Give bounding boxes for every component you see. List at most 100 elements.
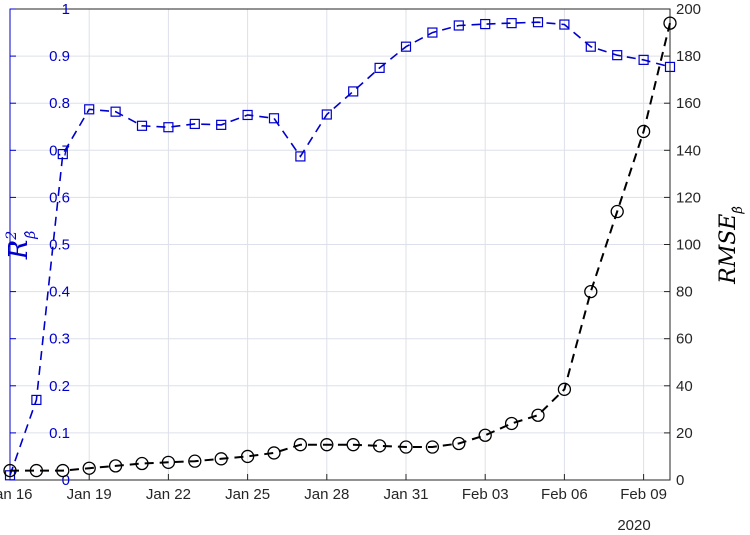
left-tick-label: 0.2 xyxy=(49,378,70,395)
rmse-point xyxy=(636,124,651,139)
r2-point xyxy=(374,62,385,73)
rmse-point xyxy=(108,459,123,473)
right-tick-label: 80 xyxy=(676,284,693,301)
rmse-point xyxy=(610,204,624,219)
x-tick-label: Jan 19 xyxy=(67,486,112,503)
right-y-axis: 0 20 40 60 80 100 120 140 160 180 200 xyxy=(664,1,701,489)
series-layer xyxy=(3,16,677,481)
left-tick-label: 0.4 xyxy=(49,284,70,301)
r2-point xyxy=(348,86,359,97)
left-tick-label: 0.8 xyxy=(49,95,70,112)
rmse-point xyxy=(320,438,334,452)
rmse-point xyxy=(478,428,492,442)
rmse-point xyxy=(135,456,149,471)
rmse-point xyxy=(372,439,387,453)
left-axis-label-superscript: 2 xyxy=(4,231,20,241)
left-axis-label-main: R xyxy=(4,240,34,261)
left-tick-label: 0 xyxy=(62,472,70,489)
left-tick-label: 0.1 xyxy=(49,425,70,442)
left-axis-label: R2 β̂ xyxy=(4,231,39,261)
svg-text:R2β̂: R2 β̂ xyxy=(4,231,39,261)
r2-point xyxy=(453,20,464,31)
svg-text:RMSEβ̂: RMSEβ̂ xyxy=(716,206,746,285)
right-tick-label: 0 xyxy=(676,472,684,489)
rmse-point xyxy=(346,438,360,452)
r2-point xyxy=(57,148,68,160)
rmse-point xyxy=(161,455,176,469)
rmse-point xyxy=(188,454,202,468)
rmse-point xyxy=(584,284,598,299)
x-tick-label: Jan 31 xyxy=(383,486,428,503)
right-tick-label: 100 xyxy=(676,237,701,254)
rmse-point xyxy=(531,408,545,422)
x-axis-secondary-label: 2020 xyxy=(617,517,650,534)
x-tick-label: Jan 28 xyxy=(304,486,349,503)
rmse-point xyxy=(29,463,44,478)
r2-point xyxy=(585,41,596,52)
rmse-point xyxy=(504,416,519,431)
left-tick-label: 0.3 xyxy=(49,331,70,348)
left-tick-label: 1 xyxy=(62,1,70,18)
rmse-point xyxy=(56,463,70,478)
x-tick-label: Jan 25 xyxy=(225,486,270,503)
right-tick-label: 60 xyxy=(676,331,693,348)
rmse-point xyxy=(267,446,281,460)
r2-point xyxy=(268,113,280,124)
x-tick-label: Jan 16 xyxy=(0,486,33,503)
left-y-axis: 0 0.1 0.2 0.3 0.4 0.5 0.6 0.7 0.8 0.9 1 xyxy=(9,1,70,489)
r2-point xyxy=(612,50,623,61)
r2-point xyxy=(664,61,676,73)
right-tick-label: 200 xyxy=(676,1,701,18)
left-tick-label: 0.5 xyxy=(49,237,70,254)
right-tick-label: 160 xyxy=(676,95,701,112)
left-tick-label: 0.7 xyxy=(49,142,70,159)
left-axis-label-subscript: β̂ xyxy=(23,231,39,240)
rmse-point xyxy=(240,449,255,464)
r2-point xyxy=(84,104,95,115)
rmse-point xyxy=(293,438,308,452)
left-tick-label: 0.9 xyxy=(49,48,70,65)
left-tick-label: 0.6 xyxy=(49,189,70,206)
r2-point xyxy=(532,17,544,28)
rmse-point xyxy=(425,440,440,454)
right-axis-label-subscript: β̂ xyxy=(731,206,746,215)
rmse-point xyxy=(452,436,466,451)
rmse-point xyxy=(3,463,17,478)
grid-lines xyxy=(9,8,670,481)
right-tick-label: 120 xyxy=(676,189,701,206)
r2-point xyxy=(638,54,649,65)
right-tick-label: 20 xyxy=(676,425,693,442)
r2-point xyxy=(506,18,517,29)
r2-point xyxy=(31,394,42,406)
r2-point xyxy=(427,27,438,38)
r2-point xyxy=(216,119,227,130)
rmse-point xyxy=(663,16,677,30)
r2-point xyxy=(480,18,491,30)
r2-point xyxy=(110,106,121,117)
x-tick-label: Feb 03 xyxy=(462,486,509,503)
rmse-point xyxy=(557,382,572,396)
x-tick-label: Feb 09 xyxy=(620,486,667,503)
x-axis: Jan 16 Jan 19 Jan 22 Jan 25 Jan 28 Jan 31 Feb … xyxy=(0,474,667,503)
r2-point xyxy=(400,41,412,52)
right-tick-label: 140 xyxy=(676,142,701,159)
right-axis-label: RMSEβ̂ xyxy=(716,206,746,285)
rmse-point xyxy=(82,461,96,475)
right-tick-label: 180 xyxy=(676,48,701,65)
r2-point xyxy=(321,109,332,120)
x-tick-label: Feb 06 xyxy=(541,486,588,503)
r2-point xyxy=(189,118,200,130)
x-tick-label: Jan 22 xyxy=(146,486,191,503)
r2-point xyxy=(559,19,570,30)
rmse-point xyxy=(399,440,413,454)
rmse-series-line xyxy=(10,22,671,472)
r2-series-line xyxy=(9,21,671,476)
rmse-point xyxy=(214,452,228,466)
right-axis-label-main: RMSE xyxy=(716,214,741,285)
r2-point xyxy=(295,151,306,162)
r2-point xyxy=(242,109,253,121)
r2-point xyxy=(136,120,148,131)
r2-point xyxy=(163,122,174,133)
right-tick-label: 40 xyxy=(676,378,693,395)
